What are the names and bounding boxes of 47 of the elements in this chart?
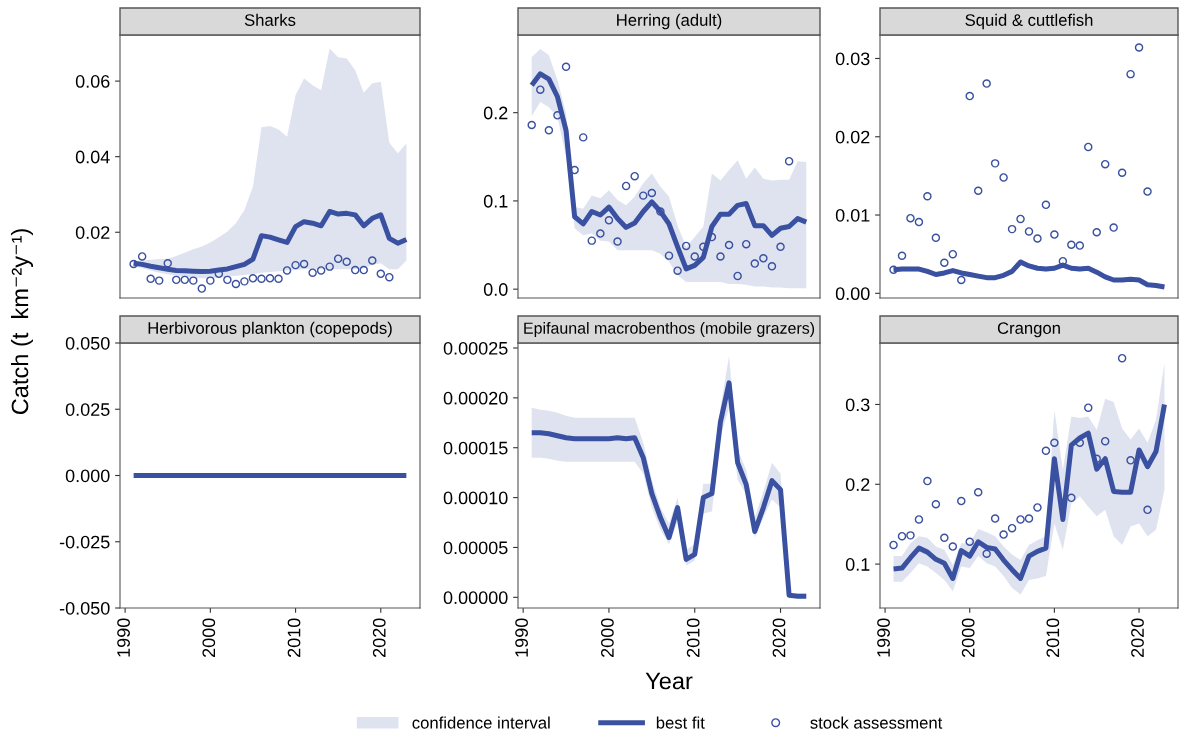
y-tick-label: 0.03	[835, 52, 870, 66]
text: confidence interval	[412, 716, 550, 729]
x-tick-label: 2000	[202, 618, 216, 657]
y-tick-label: 0.0	[483, 283, 508, 296]
chart-title: Herring (adult)	[617, 13, 722, 30]
x-axis-title: Year	[645, 672, 693, 690]
x-tick-label: 2010	[686, 618, 700, 657]
y-tick-label: 0.02	[75, 226, 110, 239]
y-tick-label: 0.3	[845, 398, 870, 412]
y-tick-label: 0.00015	[443, 441, 508, 455]
y-tick-label: 0.00	[835, 287, 870, 301]
x-tick-label: 2000	[961, 618, 975, 657]
legend-label: best fit	[656, 716, 705, 729]
chart-title: Squid & cuttlefish	[965, 13, 1093, 30]
chart-title: Crangon	[997, 322, 1060, 338]
y-tick-label: 0.02	[835, 130, 870, 144]
legend-label: stock assessment	[810, 716, 943, 729]
x-tick-label: 2020	[1131, 618, 1144, 657]
y-axis-title: Catch (t km⁻²y⁻¹)	[11, 229, 34, 415]
y-tick-label: 0.00010	[443, 491, 508, 505]
y-tick-label: 0.025	[65, 403, 110, 416]
y-tick-label: 0.000	[65, 469, 110, 483]
y-tick-label: 0.06	[75, 75, 110, 88]
x-tick-label: 1990	[877, 618, 890, 657]
chart-title: Herbivorous plankton (copepods)	[148, 321, 392, 338]
y-tick-label: 0.00000	[443, 591, 508, 605]
y-tick-label: 0.2	[483, 106, 508, 120]
y-tick-label: -0.025	[59, 535, 110, 549]
y-tick-label: 0.04	[75, 150, 110, 164]
y-tick-label: 0.1	[483, 194, 508, 208]
y-tick-label: -0.050	[59, 601, 110, 615]
y-tick-label: 0.01	[835, 208, 870, 222]
y-tick-label: 0.1	[845, 558, 870, 571]
y-tick-label: 0.00005	[443, 541, 508, 555]
x-tick-label: 2020	[372, 618, 386, 657]
y-tick-label: 0.2	[845, 478, 870, 491]
y-tick-label: 0.050	[65, 336, 110, 350]
x-tick-label: 2010	[1046, 618, 1060, 657]
chart-title: Epifaunal macrobenthos (mobile grazers)	[524, 322, 815, 337]
x-tick-label: 2000	[601, 618, 614, 657]
x-tick-label: 1990	[117, 618, 130, 657]
y-tick-label: 0.00020	[443, 391, 508, 405]
y-tick-label: 0.00025	[443, 341, 508, 355]
x-tick-label: 2020	[772, 618, 786, 657]
chart-title: Sharks	[244, 13, 296, 26]
x-tick-label: 2010	[287, 618, 301, 657]
x-tick-label: 1990	[515, 618, 528, 657]
